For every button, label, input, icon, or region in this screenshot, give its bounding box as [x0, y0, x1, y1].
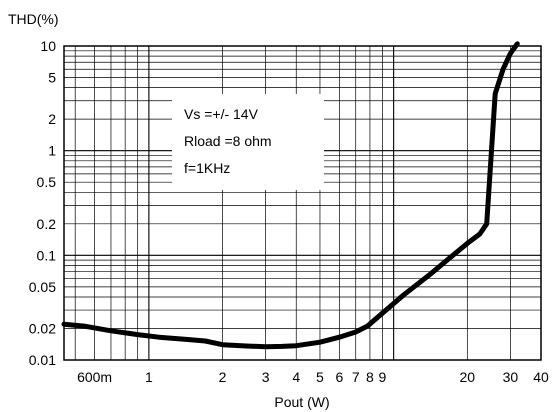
x-tick-label: 5 — [316, 369, 324, 385]
y-tick-label: 0.02 — [29, 320, 56, 336]
major-gridlines — [64, 46, 541, 360]
x-tick-label: 3 — [262, 369, 270, 385]
annotation-box — [172, 94, 324, 190]
x-tick-label: 9 — [379, 369, 387, 385]
thd-series-line — [61, 41, 520, 350]
y-tick-label: 0.2 — [37, 216, 57, 232]
y-tick-labels: 10 5 2 1 0.5 0.2 0.1 0.05 0.02 0.01 — [29, 38, 56, 368]
y-tick-label: 0.5 — [37, 174, 57, 190]
x-axis-title: Pout (W) — [274, 394, 329, 410]
y-tick-label: 1 — [48, 143, 56, 159]
y-tick-label: 2 — [48, 111, 56, 127]
x-tick-label: 4 — [292, 369, 300, 385]
x-tick-labels: 600m 1 2 3 4 5 6 7 8 9 20 30 40 — [77, 369, 549, 385]
annotation-text: f=1KHz — [184, 160, 230, 176]
y-tick-label: 10 — [40, 38, 56, 54]
x-tick-label: 1 — [145, 369, 153, 385]
x-tick-label: 2 — [219, 369, 227, 385]
x-tick-label: 30 — [503, 369, 519, 385]
y-tick-label: 0.1 — [37, 247, 57, 263]
x-tick-label: 8 — [366, 369, 374, 385]
plot-frame — [63, 45, 542, 361]
annotation-text: Vs =+/- 14V — [184, 106, 259, 122]
annotation-text: Rload =8 ohm — [184, 133, 272, 149]
x-tick-label: 600m — [77, 369, 112, 385]
x-tick-label: 40 — [533, 369, 549, 385]
annotation-group: Vs =+/- 14V Rload =8 ohm f=1KHz — [184, 106, 272, 176]
y-tick-label: 0.05 — [29, 279, 56, 295]
y-tick-label: 5 — [48, 70, 56, 86]
y-tick-label: 0.01 — [29, 352, 56, 368]
x-tick-label: 7 — [352, 369, 360, 385]
x-tick-label: 6 — [335, 369, 343, 385]
y-axis-title: THD(%) — [8, 11, 59, 27]
x-tick-label: 20 — [460, 369, 476, 385]
minor-gridlines — [64, 46, 541, 360]
